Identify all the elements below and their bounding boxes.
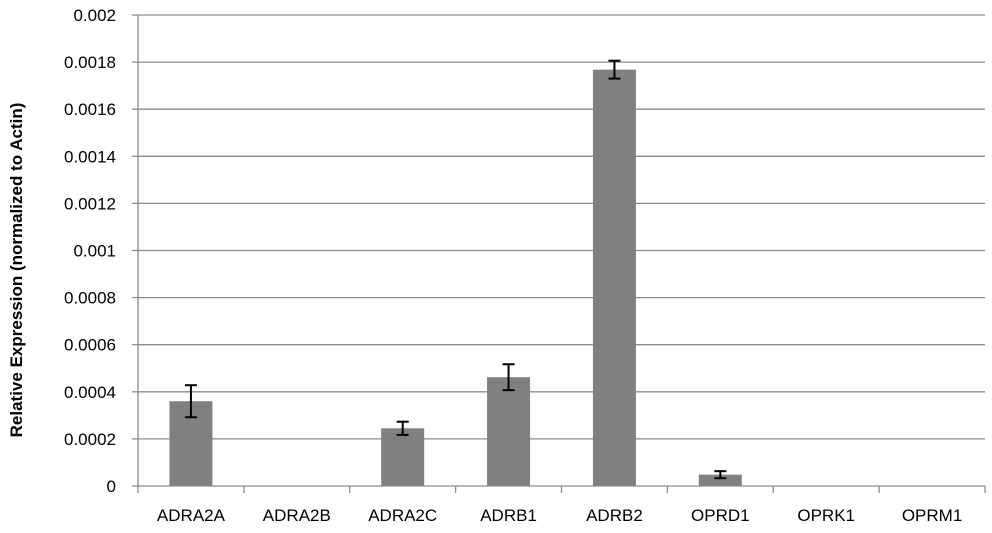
y-tick-label: 0.002	[73, 6, 116, 25]
x-tick-label: OPRD1	[691, 506, 750, 525]
gridlines	[138, 14, 985, 440]
x-tick-label: ADRB2	[586, 506, 643, 525]
y-axis-title: Relative Expression (normalized to Actin…	[7, 103, 26, 438]
x-tick-label: ADRA2B	[263, 506, 331, 525]
y-tick-labels: 0 0.0002 0.0004 0.0006 0.0008 0.001 0.0012 0.00…	[64, 6, 116, 496]
y-tick-label: 0.0012	[64, 194, 116, 213]
bar-oprd1	[698, 474, 742, 486]
error-bars	[184, 59, 727, 480]
y-tick-label: 0.0016	[64, 100, 116, 119]
x-tick-label: ADRA2A	[157, 506, 226, 525]
y-tick-label: 0.0018	[64, 53, 116, 72]
y-tick-label: 0.0004	[64, 383, 116, 402]
axes	[132, 14, 986, 493]
y-tick-label: 0.0002	[64, 430, 116, 449]
x-tick-label: ADRA2C	[368, 506, 437, 525]
x-tick-label: ADRB1	[480, 506, 537, 525]
y-tick-label: 0.0008	[64, 289, 116, 308]
bar-adra2c	[381, 428, 425, 486]
bars	[169, 69, 954, 487]
y-tick-label: 0.0014	[64, 147, 116, 166]
y-tick-label: 0	[107, 477, 116, 496]
bar-adrb2	[592, 69, 636, 487]
x-tick-label: OPRK1	[797, 506, 855, 525]
y-tick-label: 0.0006	[64, 336, 116, 355]
y-tick-label: 0.001	[73, 242, 116, 261]
bar-adrb1	[487, 377, 531, 486]
x-tick-label: OPRM1	[902, 506, 962, 525]
x-tick-labels: ADRA2A ADRA2B ADRA2C ADRB1 ADRB2 OPRD1 OPRK1 OP…	[157, 506, 962, 525]
